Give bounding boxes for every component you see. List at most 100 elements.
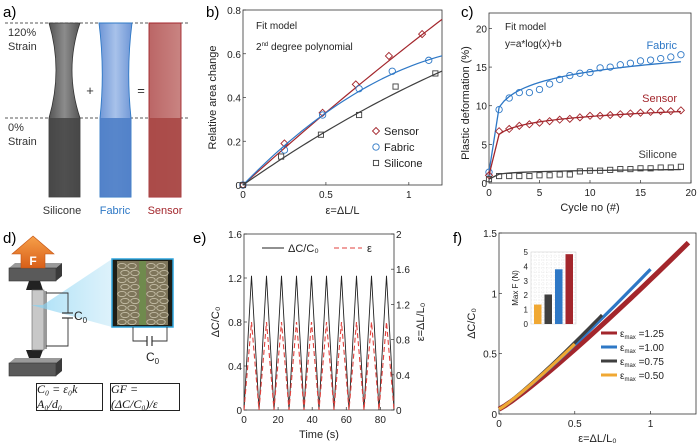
data-point-diamond bbox=[636, 108, 645, 117]
data-point-square bbox=[576, 168, 583, 175]
data-point-diamond bbox=[494, 127, 504, 136]
data-point-square bbox=[372, 159, 380, 167]
data-point-diamond bbox=[515, 121, 524, 130]
knit-loop bbox=[146, 304, 156, 312]
legend-strain: ε bbox=[367, 243, 372, 255]
data-point-circle bbox=[318, 111, 327, 119]
gauge-factor-formula: GF = (ΔC/C₀)/ε bbox=[110, 382, 180, 411]
micro-wire-left bbox=[132, 327, 147, 342]
data-point-circle bbox=[372, 143, 380, 151]
sensor-strip-relaxed bbox=[149, 118, 181, 197]
series-label-silicone: Silicone bbox=[638, 149, 677, 161]
micro-cap-label: C0 bbox=[146, 350, 160, 366]
knit-loop bbox=[117, 276, 127, 284]
data-point-diamond bbox=[384, 51, 394, 61]
knit-loop bbox=[120, 269, 130, 277]
data-point-circle bbox=[495, 105, 503, 114]
legend-entry-fabric: Fabric bbox=[384, 142, 415, 154]
x-tick-label: 1 bbox=[406, 190, 412, 201]
data-point-square bbox=[536, 172, 543, 179]
knit-loop bbox=[149, 297, 159, 305]
inset-y-tick-label: 4 bbox=[524, 262, 529, 271]
x-axis-label: ε=ΔL/L bbox=[326, 205, 360, 217]
y-tick-label: 0.5 bbox=[483, 350, 497, 361]
data-point-circle bbox=[667, 53, 675, 61]
silicone-strip-relaxed bbox=[49, 118, 80, 197]
x-tick-label: 60 bbox=[341, 415, 353, 426]
chart-c: c) 0 5 10 15 20 0 5 10 15 20 Cycle no (#) Plastic de… bbox=[460, 4, 697, 214]
y-tick-label: 0.4 bbox=[228, 362, 242, 373]
hysteresis-loop-2 bbox=[498, 313, 604, 411]
plus-sign: + bbox=[86, 83, 94, 98]
y-tick-label: 0 bbox=[235, 181, 241, 192]
data-point-circle bbox=[388, 67, 396, 75]
knit-loop bbox=[156, 290, 166, 298]
y-tick-label: 1.6 bbox=[228, 230, 242, 241]
x-tick-label: 80 bbox=[375, 415, 387, 426]
y-axis-label: Relative area change bbox=[207, 46, 219, 150]
data-point-circle bbox=[566, 71, 574, 80]
data-point-circle bbox=[525, 88, 534, 97]
inset-y-tick-label: 0 bbox=[524, 320, 529, 329]
y-right-tick-label: 2 bbox=[396, 230, 402, 241]
knit-loop bbox=[156, 318, 166, 326]
top-grip bbox=[8, 267, 57, 282]
knit-loop bbox=[159, 311, 169, 319]
data-point-diamond bbox=[505, 124, 514, 134]
knit-loop bbox=[146, 276, 156, 284]
data-point-circle bbox=[505, 94, 513, 102]
data-point-circle bbox=[657, 54, 665, 63]
data-point-square bbox=[617, 166, 624, 173]
legend-entry-0: εmax =1.25 bbox=[620, 329, 664, 341]
panel-e-label: e) bbox=[193, 230, 206, 247]
data-point-square bbox=[647, 165, 654, 172]
knit-loop bbox=[127, 304, 137, 312]
knit-loop bbox=[146, 290, 156, 298]
x-axis-label: ε=ΔL/L₀ bbox=[578, 433, 617, 445]
annotation-fit-model: Fit model bbox=[505, 22, 546, 33]
chart-b: b) 0 0.2 0.4 0.6 0.8 0 0.5 1 ε=ΔL/L Relative area … bbox=[206, 4, 443, 217]
knit-loop bbox=[156, 276, 166, 284]
data-point-square bbox=[432, 70, 439, 77]
x-tick-label: 1 bbox=[648, 419, 654, 430]
x-tick-label: 10 bbox=[584, 188, 596, 199]
data-point-circle bbox=[677, 51, 685, 59]
data-point-diamond bbox=[656, 106, 665, 116]
knit-loop bbox=[117, 318, 127, 326]
data-point-circle bbox=[515, 88, 523, 97]
panel-a: a) 120% Strain 0% Strain + = Silicone Fa… bbox=[3, 4, 188, 217]
panel-d-label: d) bbox=[3, 230, 16, 247]
strain-0-label: 0% bbox=[8, 122, 24, 134]
x-tick-label: 0 bbox=[241, 415, 247, 426]
strain-0-sublabel: Strain bbox=[8, 136, 37, 148]
data-point-square bbox=[496, 172, 503, 180]
knit-loop bbox=[146, 318, 156, 326]
data-point-diamond bbox=[626, 109, 635, 118]
force-label: F bbox=[29, 254, 36, 268]
x-tick-label: 15 bbox=[635, 188, 647, 199]
data-point-diamond bbox=[417, 29, 427, 39]
knit-loop bbox=[127, 276, 137, 284]
data-point-circle bbox=[606, 63, 614, 71]
data-point-square bbox=[392, 83, 399, 90]
y-tick-label: 0.2 bbox=[227, 137, 241, 148]
knit-loop bbox=[130, 311, 140, 319]
data-point-circle bbox=[355, 85, 363, 93]
inset-y-axis-label: Max F (N) bbox=[511, 270, 520, 306]
y-axis-label: ΔC/C₀ bbox=[210, 307, 222, 338]
fabric-micrograph bbox=[111, 258, 174, 328]
wire-bottom bbox=[46, 318, 69, 347]
y-tick-label: 0.8 bbox=[227, 6, 241, 17]
knit-loop bbox=[120, 311, 130, 319]
annotation-equation: y=a*log(x)+b bbox=[505, 39, 562, 50]
sensor-sample bbox=[31, 289, 45, 351]
knit-loop bbox=[117, 304, 127, 312]
data-point-diamond bbox=[545, 117, 554, 126]
data-point-circle bbox=[280, 146, 289, 154]
strain-120-label: 120% bbox=[8, 27, 36, 39]
sample-edge bbox=[44, 291, 47, 349]
knit-loop bbox=[117, 262, 127, 270]
y-tick-label: 0.4 bbox=[227, 94, 241, 105]
legend-capacitance: ΔC/C₀ bbox=[288, 243, 319, 255]
